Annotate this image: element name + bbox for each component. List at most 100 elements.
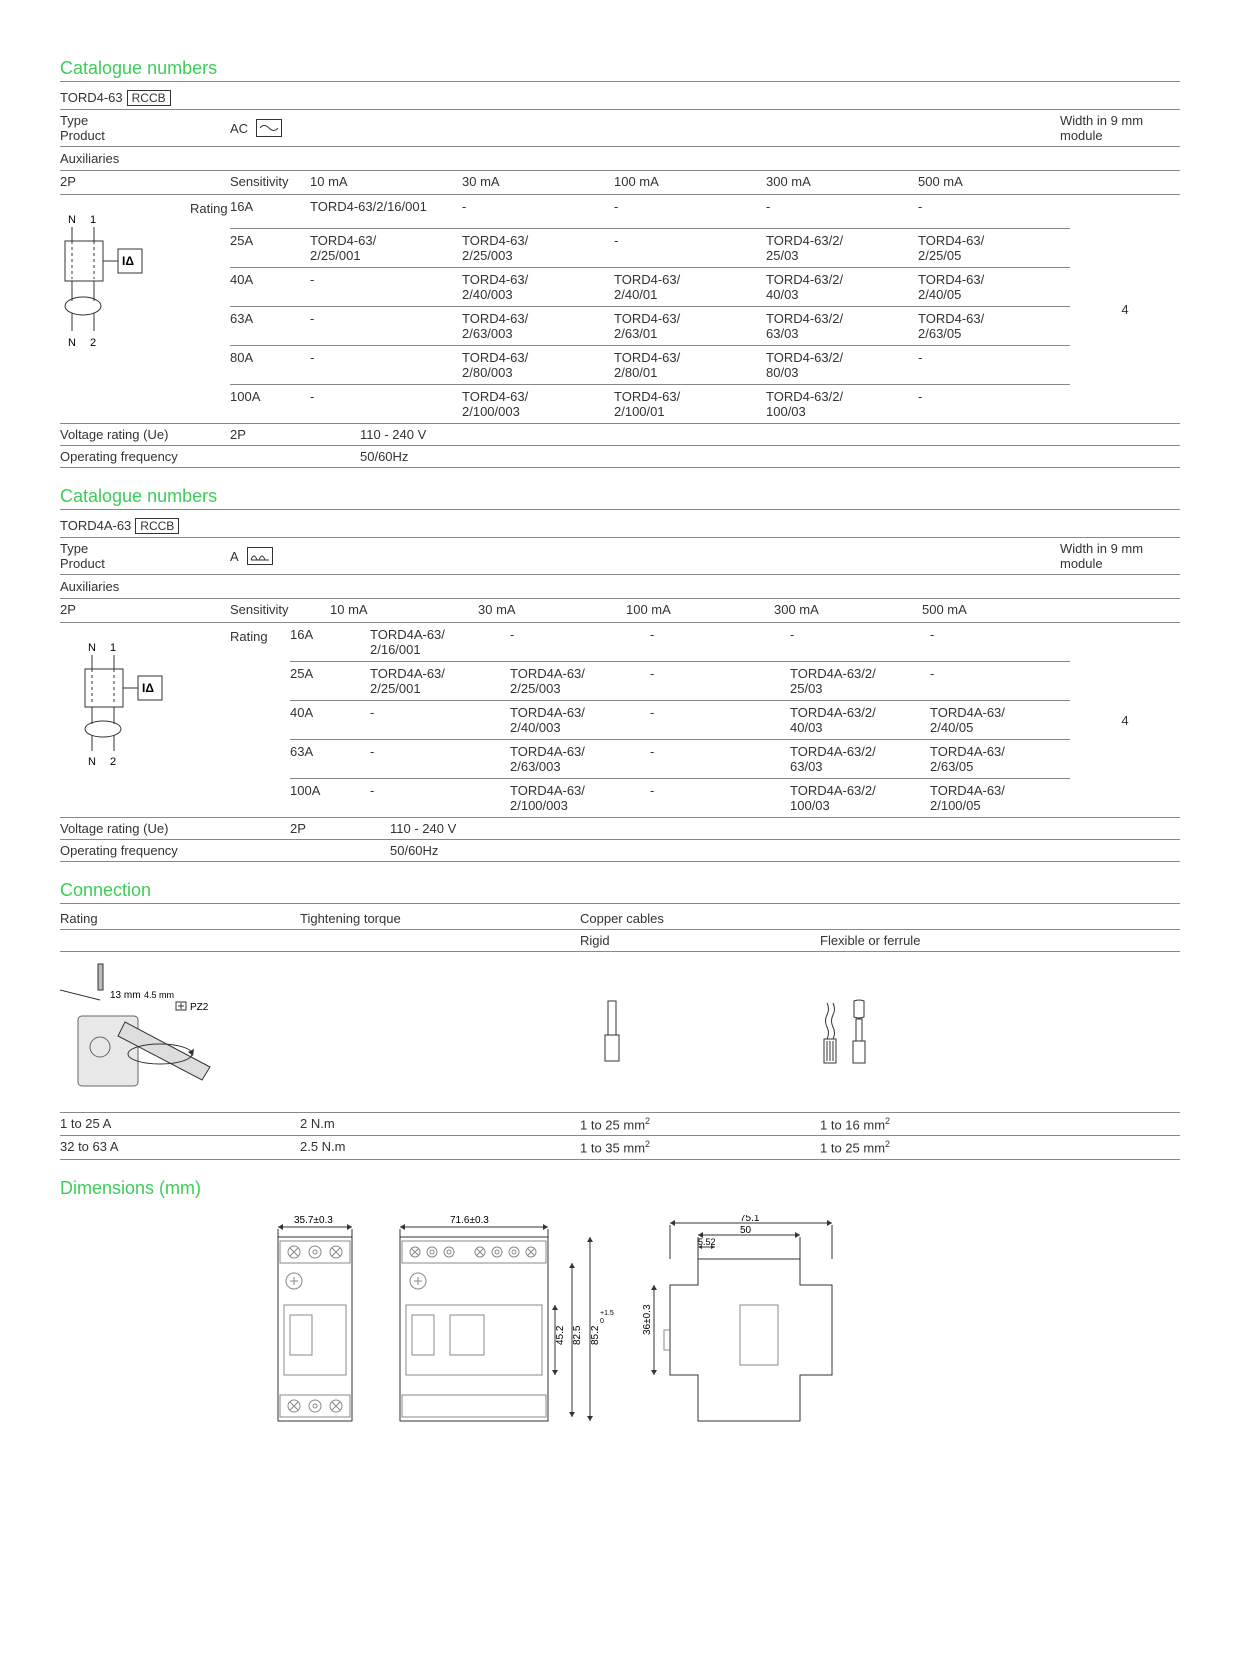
ferrule-icon [848, 997, 870, 1067]
dim-h1: 45.2 [555, 1325, 566, 1345]
catalogue-number: - [650, 705, 790, 735]
dim-side-h: 36±0.3 [642, 1304, 653, 1335]
col-torque: Tightening torque [300, 911, 580, 926]
catalogue-number: TORD4-63/ 2/25/05 [918, 233, 1070, 263]
sine-wave-icon [256, 119, 282, 137]
dim-w1: 35.7±0.3 [294, 1215, 333, 1226]
dimension-figures: 35.7±0.3 71.6±0.3 [60, 1205, 1180, 1435]
amp-cell: 25A [230, 233, 310, 263]
catalogue-number: TORD4A-63/ 2/16/001 [370, 627, 510, 657]
frequency-row: Operating frequency 50/60Hz [60, 840, 1180, 862]
catalogue-number: TORD4A-63/2/ 100/03 [790, 783, 930, 813]
table-row: 40A-TORD4-63/ 2/40/003TORD4-63/ 2/40/01T… [230, 268, 1070, 307]
connection-row: 1 to 25 A2 N.m1 to 25 mm21 to 16 mm2 [60, 1113, 1180, 1136]
catalogue-number: TORD4-63/2/16/001 [310, 199, 462, 224]
catalogue-number: - [918, 389, 1070, 419]
conn-rating: 32 to 63 A [60, 1139, 300, 1155]
rigid-ferrule-icon [600, 997, 624, 1067]
voltage-pole: 2P [290, 821, 390, 836]
voltage-label: Voltage rating (Ue) [60, 427, 230, 442]
catalogue-number: TORD4-63/2/ 100/03 [766, 389, 918, 419]
table-row: 63A-TORD4A-63/ 2/63/003-TORD4A-63/2/ 63/… [290, 740, 1070, 779]
frequency-value: 50/60Hz [390, 843, 1180, 858]
section-heading: Catalogue numbers [60, 58, 1180, 82]
rccb-badge: RCCB [127, 90, 171, 106]
table-row: 100A-TORD4A-63/ 2/100/003-TORD4A-63/2/ 1… [290, 779, 1070, 817]
voltage-value: 110 - 240 V [390, 821, 1180, 836]
catalogue-number: - [370, 783, 510, 813]
table-row: 25ATORD4A-63/ 2/25/001TORD4A-63/ 2/25/00… [290, 662, 1070, 701]
sensitivity-label: Sensitivity [230, 174, 310, 189]
rating-label: Rating [230, 623, 290, 817]
catalogue-number: TORD4-63/ 2/100/01 [614, 389, 766, 419]
svg-text:N: N [68, 337, 76, 349]
pole-label: 2P [60, 602, 230, 617]
table-row: 63A-TORD4-63/ 2/63/003TORD4-63/ 2/63/01T… [230, 307, 1070, 346]
table-row: 16ATORD4A-63/ 2/16/001---- [290, 623, 1070, 662]
width-label: Width in 9 mm module [1060, 113, 1180, 143]
voltage-row: Voltage rating (Ue) 2P 110 - 240 V [60, 818, 1180, 840]
type-value: AC [230, 121, 248, 136]
catalogue-number: TORD4-63/ 2/40/01 [614, 272, 766, 302]
dim-top3: 5.52 [698, 1237, 716, 1247]
conn-rating: 1 to 25 A [60, 1116, 300, 1132]
section-heading: Connection [60, 880, 1180, 904]
conn-torque: 2 N.m [300, 1116, 580, 1132]
strip-length: 13 mm [110, 990, 141, 1001]
catalogue-number: - [918, 199, 1070, 224]
dim-top2: 50 [740, 1225, 752, 1236]
catalogue-number: - [930, 666, 1070, 696]
aux-label: Auxiliaries [60, 151, 119, 166]
catalogue-number: TORD4-63/2/ 40/03 [766, 272, 918, 302]
screwdriver-icon: 13 mm 4.5 mm PZ2 [60, 962, 240, 1102]
catalogue-number: - [310, 272, 462, 302]
dim-w2: 71.6±0.3 [450, 1215, 489, 1226]
catalogue-number: TORD4-63/ 2/25/001 [310, 233, 462, 263]
catalogue-number: - [650, 666, 790, 696]
model-row: TORD4-63 RCCB [60, 86, 1180, 110]
catalogue-number: - [790, 627, 930, 657]
catalogue-number: - [650, 744, 790, 774]
catalogue-number: TORD4A-63/2/ 63/03 [790, 744, 930, 774]
catalogue-number: - [614, 199, 766, 224]
rating-label: Rating [190, 195, 230, 423]
catalogue-number: TORD4A-63/ 2/100/05 [930, 783, 1070, 813]
svg-text:N: N [88, 642, 96, 654]
model-name: TORD4A-63 [60, 518, 131, 533]
width-value: 4 [1070, 195, 1180, 423]
aux-row: Auxiliaries [60, 575, 1180, 599]
catalogue-number: TORD4-63/ 2/63/01 [614, 311, 766, 341]
dim-side: 75.1 50 5.52 36±0.3 [640, 1215, 850, 1435]
catalogue-number: - [930, 627, 1070, 657]
voltage-value: 110 - 240 V [360, 427, 1180, 442]
sensitivity-col: 30 mA [478, 602, 626, 617]
svg-text:N: N [88, 756, 96, 768]
connection-illustrations: 13 mm 4.5 mm PZ2 [60, 952, 1180, 1113]
flexible-wire-icon [820, 997, 842, 1067]
amp-cell: 16A [290, 627, 370, 657]
aux-label: Auxiliaries [60, 579, 119, 594]
catalogue-number: TORD4-63/ 2/80/01 [614, 350, 766, 380]
catalogue-number: - [370, 744, 510, 774]
catalogue-number: TORD4-63/ 2/25/003 [462, 233, 614, 263]
catalogue-number: - [510, 627, 650, 657]
catalogue-number: - [310, 350, 462, 380]
dim-h3: 85.2 [590, 1325, 601, 1345]
catalogue-number: TORD4-63/ 2/40/05 [918, 272, 1070, 302]
svg-text:IΔ: IΔ [122, 254, 134, 268]
svg-text:1: 1 [90, 214, 96, 226]
sensitivity-col: 10 mA [310, 174, 462, 189]
catalogue-number: - [918, 350, 1070, 380]
sensitivity-col: 100 mA [626, 602, 774, 617]
amp-cell: 100A [290, 783, 370, 813]
amp-cell: 63A [230, 311, 310, 341]
catalogue-number: TORD4A-63/ 2/63/003 [510, 744, 650, 774]
sub-flex: Flexible or ferrule [820, 933, 1180, 948]
catalogue-number: TORD4A-63/ 2/40/05 [930, 705, 1070, 735]
section-heading: Dimensions (mm) [60, 1178, 1180, 1201]
catalogue-number: - [370, 705, 510, 735]
catalogue-number: - [766, 199, 918, 224]
sensitivity-col: 500 mA [918, 174, 1070, 189]
catalogue-number: TORD4A-63/ 2/25/003 [510, 666, 650, 696]
catalogue-number: - [310, 389, 462, 419]
